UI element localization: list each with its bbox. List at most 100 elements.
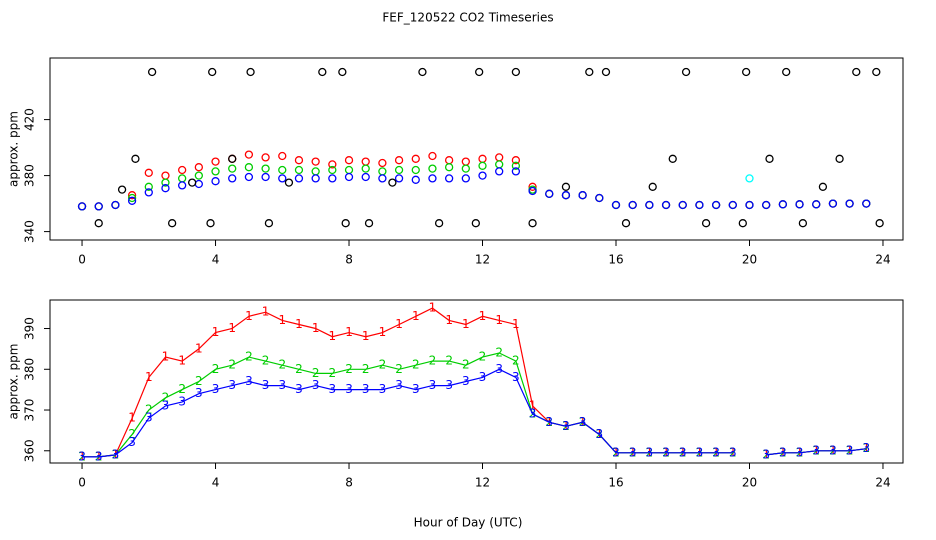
data-point: [388, 178, 397, 187]
point-marker: 2: [212, 362, 220, 376]
data-point: [845, 199, 854, 208]
data-point: [528, 219, 537, 228]
point-marker: 3: [595, 427, 603, 441]
data-point: [601, 67, 611, 77]
data-point: [495, 153, 504, 162]
data-point: [681, 67, 691, 77]
data-point: [561, 182, 571, 191]
point-marker: 3: [195, 386, 203, 400]
point-marker: 3: [612, 445, 620, 459]
data-point: [131, 154, 140, 163]
data-point: [211, 167, 220, 176]
point-marker: 2: [145, 403, 153, 417]
point-marker: 2: [312, 366, 320, 380]
data-point: [244, 163, 254, 172]
data-point: [378, 167, 387, 176]
x-tick-label: 0: [78, 476, 86, 490]
point-marker: 2: [228, 358, 236, 372]
point-marker: 2: [262, 354, 270, 368]
point-marker: 1: [195, 341, 203, 355]
data-point: [318, 67, 327, 77]
data-point: [561, 191, 571, 200]
point-marker: 1: [429, 301, 437, 315]
data-point: [338, 67, 347, 77]
data-point: [728, 200, 737, 210]
point-marker: 1: [178, 354, 186, 368]
point-marker: 3: [178, 394, 186, 408]
data-point: [328, 160, 337, 169]
point-marker: 2: [278, 358, 286, 372]
data-point: [144, 182, 153, 191]
data-point: [188, 178, 197, 187]
point-marker: 3: [762, 447, 770, 461]
data-point: [244, 150, 254, 159]
x-axis-label: Hour of Day (UTC): [414, 516, 523, 530]
point-marker: 3: [729, 445, 737, 459]
data-point: [344, 172, 354, 182]
point-marker: 3: [712, 445, 720, 459]
data-point: [701, 219, 711, 228]
point-marker: 3: [495, 362, 503, 376]
data-point: [161, 171, 170, 180]
data-point: [762, 200, 771, 210]
point-marker: 1: [295, 317, 303, 331]
data-point: [341, 219, 350, 228]
data-point: [628, 200, 637, 210]
point-marker: 2: [345, 362, 353, 376]
data-point: [361, 164, 370, 173]
data-point: [444, 163, 454, 172]
data-point: [511, 67, 521, 77]
data-point: [668, 154, 677, 163]
point-marker: 3: [412, 382, 420, 396]
data-point: [738, 219, 747, 228]
point-marker: 3: [529, 407, 537, 421]
point-marker: 2: [245, 350, 253, 364]
x-tick-label: 12: [475, 253, 490, 267]
data-point: [711, 200, 721, 210]
data-point: [311, 157, 320, 166]
data-point: [872, 67, 881, 77]
data-point: [745, 174, 754, 183]
point-marker: 3: [862, 441, 870, 455]
y-tick-label: 390: [23, 317, 37, 340]
point-marker: 2: [412, 358, 420, 372]
data-point: [778, 200, 788, 209]
point-marker: 3: [379, 382, 387, 396]
data-point: [127, 196, 137, 205]
y-tick-label: 420: [23, 108, 37, 131]
data-point: [411, 154, 420, 163]
x-tick-label: 20: [742, 476, 757, 490]
data-point: [144, 188, 153, 197]
data-point: [167, 219, 177, 228]
point-marker: 3: [779, 445, 787, 459]
point-marker: 1: [512, 317, 520, 331]
data-point: [328, 174, 337, 183]
data-point: [378, 158, 387, 168]
point-marker: 1: [379, 325, 387, 339]
data-point: [344, 165, 354, 175]
data-point: [394, 174, 404, 183]
point-marker: 3: [262, 378, 270, 392]
data-point: [812, 200, 821, 209]
data-point: [161, 178, 170, 187]
point-marker: 1: [128, 411, 136, 425]
x-tick-label: 8: [345, 476, 353, 490]
point-marker: 3: [295, 382, 303, 396]
point-marker: 2: [162, 390, 170, 404]
point-marker: 2: [195, 374, 203, 388]
data-point: [695, 200, 704, 210]
data-point: [294, 165, 304, 175]
x-tick-label: 12: [475, 476, 490, 490]
data-point: [147, 67, 157, 77]
point-marker: 3: [579, 415, 587, 429]
y-tick-label: 380: [23, 358, 37, 381]
data-point: [661, 200, 671, 210]
data-point: [194, 171, 203, 180]
data-point: [344, 156, 354, 165]
data-point: [578, 191, 587, 200]
point-marker: 3: [846, 443, 854, 457]
x-tick-label: 20: [742, 253, 757, 267]
data-point: [478, 161, 487, 170]
point-marker: 3: [696, 445, 704, 459]
point-marker: 2: [862, 441, 870, 455]
